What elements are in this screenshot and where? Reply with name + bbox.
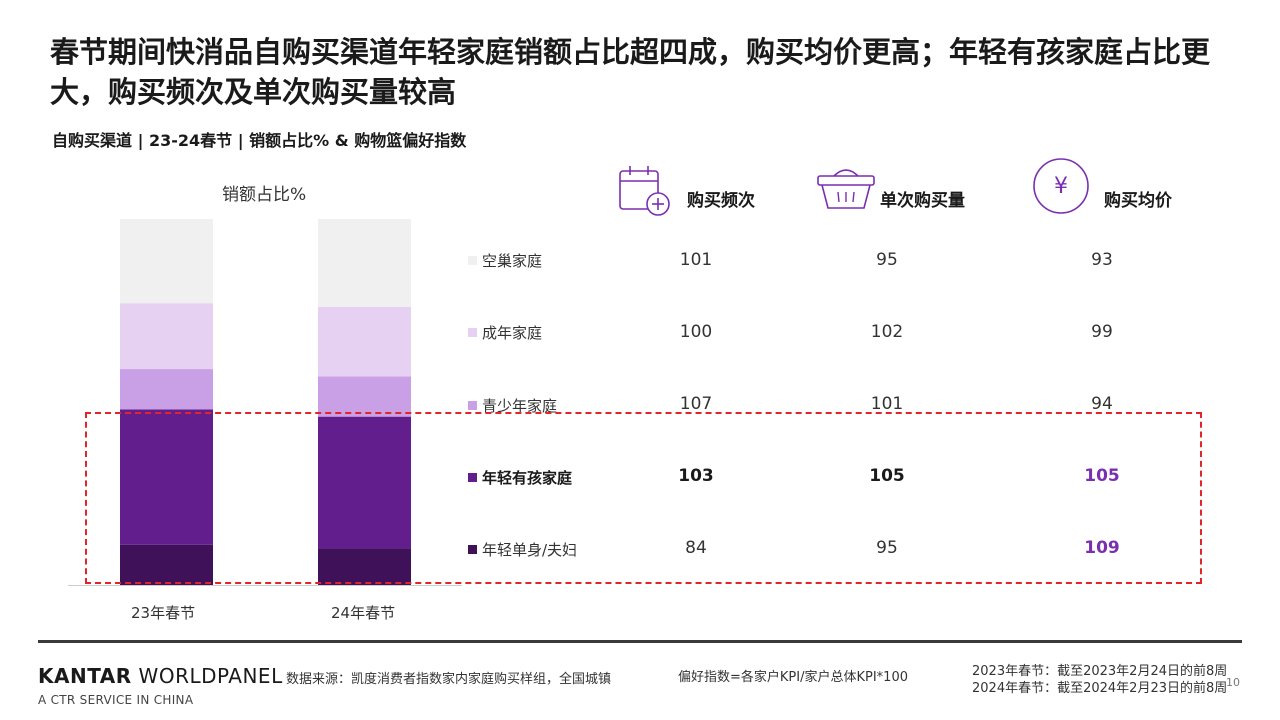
index-cell: 84 <box>685 538 707 558</box>
basket-icon <box>817 169 875 209</box>
x-tick-label-2023: 23年春节 <box>131 604 196 622</box>
legend-item-teen: 青少年家庭 <box>468 394 557 416</box>
legend-item-young-kids: 年轻有孩家庭 <box>468 466 572 488</box>
bar-segment-2024-empty-nest <box>318 219 411 307</box>
kantar-logo: KANTAR WORLDPANEL <box>38 664 283 688</box>
legend-item-adult: 成年家庭 <box>468 321 542 343</box>
legend-swatch <box>468 472 477 482</box>
svg-text:¥: ¥ <box>1054 174 1068 199</box>
index-cell: 101 <box>679 250 713 270</box>
bar-segment-2024-young-kids <box>318 416 411 549</box>
data-source: 数据来源：凯度消费者指数家内家庭购买样组，全国城镇 <box>286 672 612 687</box>
index-cell: 105 <box>869 466 905 486</box>
legend-swatch <box>468 544 477 554</box>
logo-subtitle: A CTR SERVICE IN CHINA <box>38 693 194 707</box>
index-cell: 102 <box>870 322 904 342</box>
period-2024: 2024年春节：截至2024年2月23日的前8周 <box>972 681 1228 696</box>
period-2023: 2023年春节：截至2023年2月24日的前8周 <box>972 664 1228 679</box>
index-formula: 偏好指数=各家户KPI/家户总体KPI*100 <box>678 670 908 685</box>
bar-segment-2023-adult <box>120 303 213 370</box>
footer-divider <box>38 640 1242 643</box>
legend-swatch <box>468 400 477 410</box>
legend-label: 空巢家庭 <box>482 251 543 270</box>
index-cell: 95 <box>876 250 898 270</box>
bar-segment-2024-adult <box>318 306 411 377</box>
index-cell: 99 <box>1091 322 1113 342</box>
legend-swatch <box>468 255 477 265</box>
legend-label: 年轻单身/夫妇 <box>482 540 578 559</box>
chart-subtitle: 自购买渠道 | 23-24春节 | 销额占比% & 购物篮偏好指数 <box>52 131 467 150</box>
column-head-quantity: 单次购买量 <box>880 191 965 211</box>
index-cell: 95 <box>876 538 898 558</box>
index-cell: 94 <box>1091 394 1113 414</box>
index-cell: 103 <box>678 466 714 486</box>
bar-segment-2023-empty-nest <box>120 219 213 304</box>
index-cell-highlight: 109 <box>1084 538 1120 558</box>
index-cell: 100 <box>679 322 713 342</box>
bar-segment-2024-young-single <box>318 548 411 585</box>
column-head-avg-price: 购买均价 <box>1104 191 1172 211</box>
yen-coin-icon: ¥ <box>1033 158 1089 214</box>
bar-segment-2024-teen <box>318 376 411 417</box>
index-cell: 101 <box>870 394 904 414</box>
legend-label: 年轻有孩家庭 <box>482 468 573 487</box>
index-cell: 93 <box>1091 250 1113 270</box>
bar-segment-2023-young-kids <box>120 409 213 545</box>
index-cell-highlight: 105 <box>1084 466 1120 486</box>
bar-segment-2023-young-single <box>120 544 213 585</box>
x-tick-label-2024: 24年春节 <box>331 604 396 622</box>
highlight-box <box>85 412 1202 584</box>
column-head-frequency: 购买频次 <box>687 191 755 211</box>
bar-segment-2023-teen <box>120 369 213 410</box>
legend-swatch <box>468 327 477 337</box>
legend-label: 成年家庭 <box>482 323 543 342</box>
index-cell: 107 <box>679 394 713 414</box>
legend-label: 青少年家庭 <box>482 396 558 415</box>
legend-item-young-single: 年轻单身/夫妇 <box>468 538 577 560</box>
calendar-plus-icon <box>619 166 670 216</box>
legend-item-empty-nest: 空巢家庭 <box>468 249 542 271</box>
bar-chart-title: 销额占比% <box>222 185 307 205</box>
page-number: 10 <box>1226 676 1240 689</box>
page-title: 春节期间快消品自购买渠道年轻家庭销额占比超四成，购买均价更高；年轻有孩家庭占比更… <box>50 35 1211 109</box>
